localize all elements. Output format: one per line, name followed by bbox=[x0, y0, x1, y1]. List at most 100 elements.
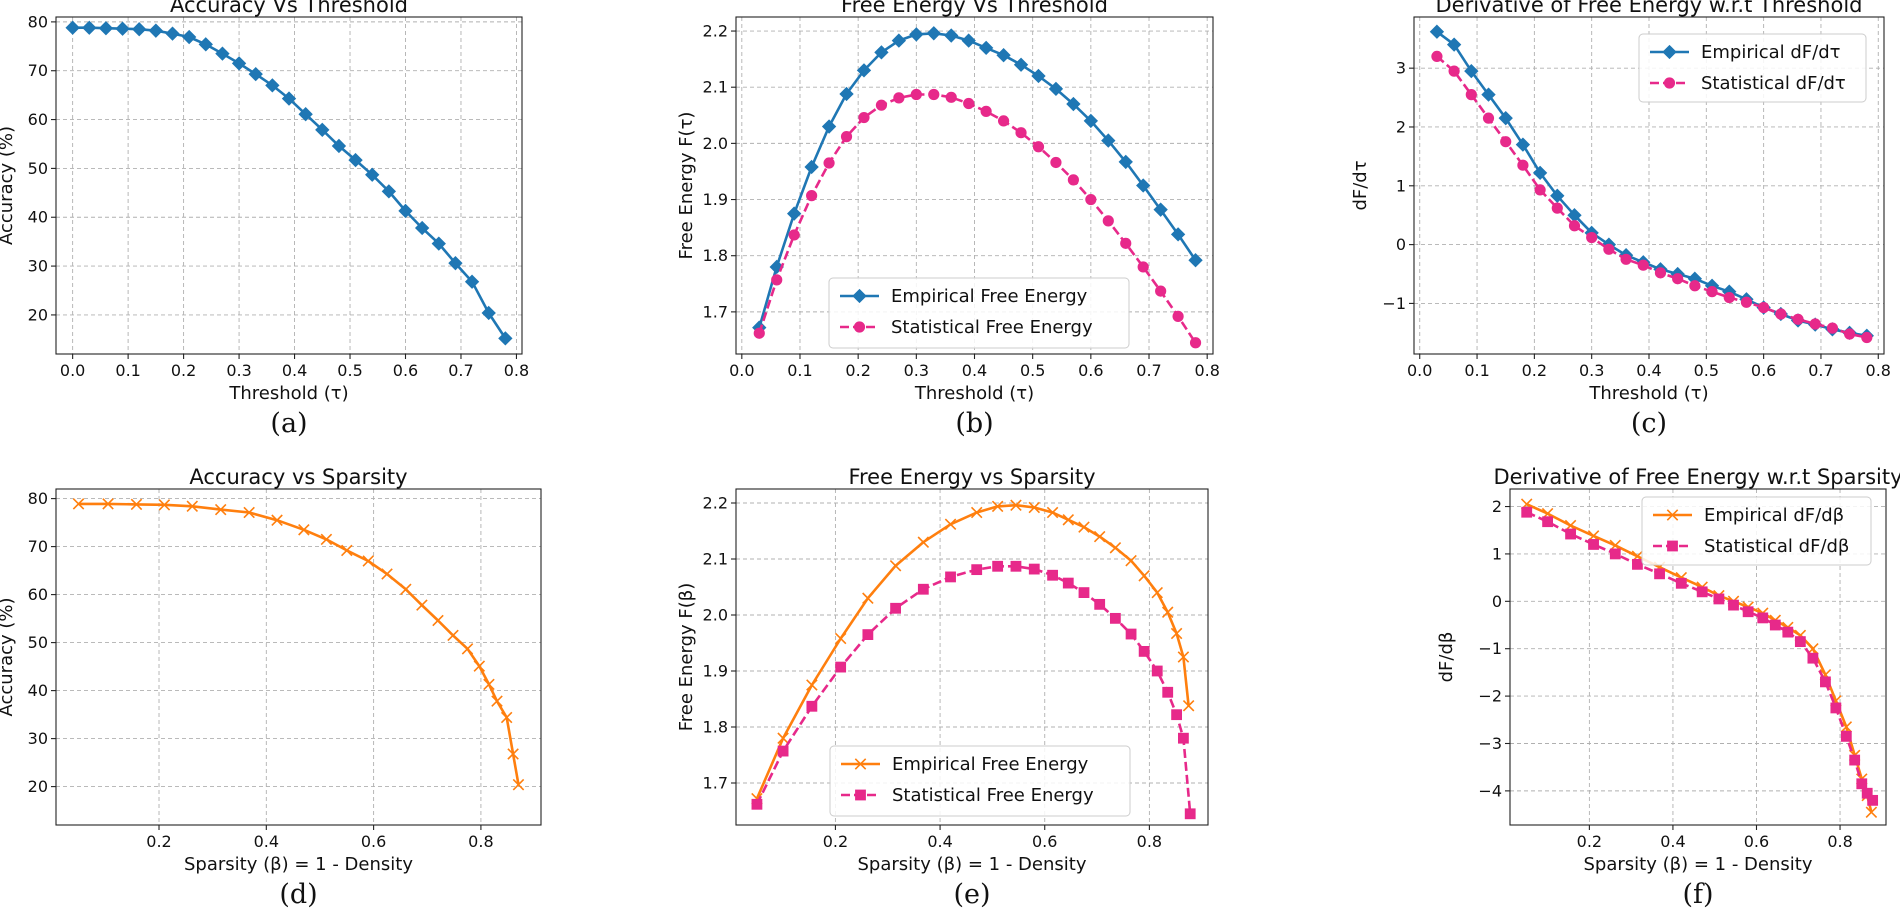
x-tick-label: 0.6 bbox=[361, 832, 386, 851]
legend: Empirical Free Energy Statistical Free En… bbox=[829, 745, 1131, 817]
data-point bbox=[1078, 521, 1090, 533]
x-tick-label: 0.7 bbox=[1808, 361, 1833, 380]
data-point bbox=[507, 748, 519, 760]
data-point bbox=[464, 274, 480, 289]
data-point bbox=[928, 88, 940, 101]
y-axis-label: dF/dβ bbox=[1436, 632, 1457, 683]
data-point bbox=[858, 111, 870, 124]
data-point bbox=[431, 236, 446, 251]
y-tick-label: 0 bbox=[1396, 235, 1406, 254]
data-point bbox=[447, 629, 459, 642]
y-tick-label: 2.0 bbox=[703, 134, 728, 153]
data-point bbox=[1170, 627, 1183, 640]
data-point bbox=[1032, 141, 1045, 153]
series-2 bbox=[753, 88, 1202, 349]
data-point bbox=[1093, 530, 1106, 543]
data-point bbox=[1542, 516, 1553, 528]
series-2 bbox=[1521, 506, 1879, 806]
data-point bbox=[473, 660, 486, 672]
data-point bbox=[875, 99, 888, 111]
data-point bbox=[1861, 787, 1873, 799]
y-tick-label: 1.7 bbox=[703, 774, 728, 793]
data-point bbox=[1820, 676, 1831, 688]
series-1 bbox=[65, 20, 513, 346]
data-point bbox=[1534, 184, 1546, 196]
data-point bbox=[834, 632, 847, 645]
chart-title: Free Energy Vs Threshold bbox=[841, 0, 1108, 17]
plot-frame bbox=[735, 16, 1214, 355]
data-point bbox=[889, 559, 902, 572]
x-axis-label: Sparsity (β) = 1 - Density bbox=[858, 854, 1087, 875]
x-tick-label: 0.1 bbox=[115, 361, 140, 380]
legend-marker bbox=[854, 758, 867, 770]
data-point bbox=[1431, 50, 1443, 63]
data-point bbox=[1120, 237, 1132, 249]
data-point bbox=[806, 700, 818, 712]
data-point bbox=[65, 20, 80, 35]
data-point bbox=[917, 536, 930, 548]
data-point bbox=[381, 568, 393, 580]
plot-frame bbox=[1413, 16, 1885, 355]
x-tick-label: 0.0 bbox=[729, 361, 754, 380]
data-point bbox=[1675, 577, 1687, 589]
chart-panel-b: 0.0 0.1 0.2 0.3 0.4 0.5 0.6 0.7 0.8 1.7 1.8 1.9 2.0 2… bbox=[676, 0, 1220, 439]
data-point bbox=[1588, 539, 1599, 550]
y-tick-label: 1 bbox=[1396, 176, 1406, 195]
data-point bbox=[1050, 156, 1062, 169]
data-point bbox=[1532, 165, 1548, 181]
legend-marker bbox=[1663, 77, 1676, 89]
data-point bbox=[835, 661, 847, 673]
data-point bbox=[512, 778, 525, 791]
data-point bbox=[1171, 709, 1183, 721]
data-point bbox=[231, 56, 247, 71]
series-line bbox=[78, 502, 520, 785]
data-point bbox=[1178, 732, 1189, 744]
y-tick-label: 60 bbox=[28, 585, 48, 604]
data-point bbox=[926, 26, 941, 41]
data-point bbox=[777, 745, 789, 757]
y-tick-label: 40 bbox=[28, 681, 48, 700]
x-tick-label: 0.8 bbox=[1827, 832, 1852, 851]
data-point bbox=[398, 203, 413, 219]
y-tick-label: −3 bbox=[1478, 734, 1502, 753]
legend-marker bbox=[853, 321, 866, 333]
data-point bbox=[1758, 301, 1770, 314]
legend-box bbox=[828, 277, 1130, 349]
data-point bbox=[862, 592, 874, 604]
legend: Empirical dF/dβ Statistical dF/dβ bbox=[1641, 496, 1872, 566]
y-axis-label: Free Energy F(τ) bbox=[676, 112, 697, 260]
legend-marker bbox=[1667, 540, 1678, 552]
legend-label: Statistical Free Energy bbox=[891, 317, 1093, 338]
data-point bbox=[1723, 291, 1735, 304]
data-point bbox=[243, 506, 255, 519]
data-point bbox=[1792, 313, 1804, 325]
x-axis-label: Threshold (τ) bbox=[914, 383, 1034, 404]
chart-title: Free Energy vs Sparsity bbox=[848, 465, 1095, 489]
data-point bbox=[298, 524, 310, 536]
data-point bbox=[1856, 778, 1868, 790]
data-point bbox=[1125, 628, 1137, 640]
data-point bbox=[1464, 63, 1479, 79]
data-point bbox=[1517, 159, 1529, 171]
data-point bbox=[215, 46, 230, 61]
data-point bbox=[971, 564, 983, 576]
data-point bbox=[1521, 506, 1533, 518]
data-point bbox=[72, 498, 85, 510]
data-point bbox=[1136, 178, 1151, 193]
legend-marker bbox=[1666, 509, 1679, 521]
data-point bbox=[1062, 577, 1074, 589]
data-point bbox=[1769, 619, 1781, 631]
data-point bbox=[416, 599, 428, 611]
y-tick-label: 20 bbox=[28, 777, 48, 796]
x-axis-label: Threshold (τ) bbox=[1588, 383, 1708, 404]
legend: Empirical dF/dτ Statistical dF/dτ bbox=[1638, 33, 1867, 103]
subfigure-caption: (d) bbox=[279, 879, 317, 909]
data-point bbox=[265, 78, 280, 93]
data-point bbox=[158, 499, 171, 511]
data-point bbox=[1028, 563, 1040, 575]
data-point bbox=[1446, 37, 1462, 52]
data-point bbox=[823, 157, 835, 169]
data-point bbox=[1429, 24, 1445, 39]
data-point bbox=[970, 506, 983, 519]
data-point bbox=[1782, 626, 1794, 638]
